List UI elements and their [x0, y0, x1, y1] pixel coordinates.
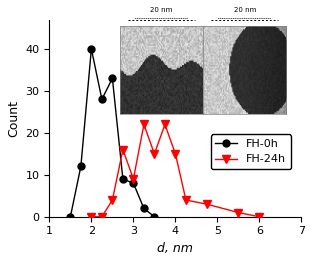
Y-axis label: Count: Count [7, 100, 20, 137]
X-axis label: d, nm: d, nm [158, 242, 193, 255]
Legend: FH-0h, FH-24h: FH-0h, FH-24h [211, 134, 291, 169]
